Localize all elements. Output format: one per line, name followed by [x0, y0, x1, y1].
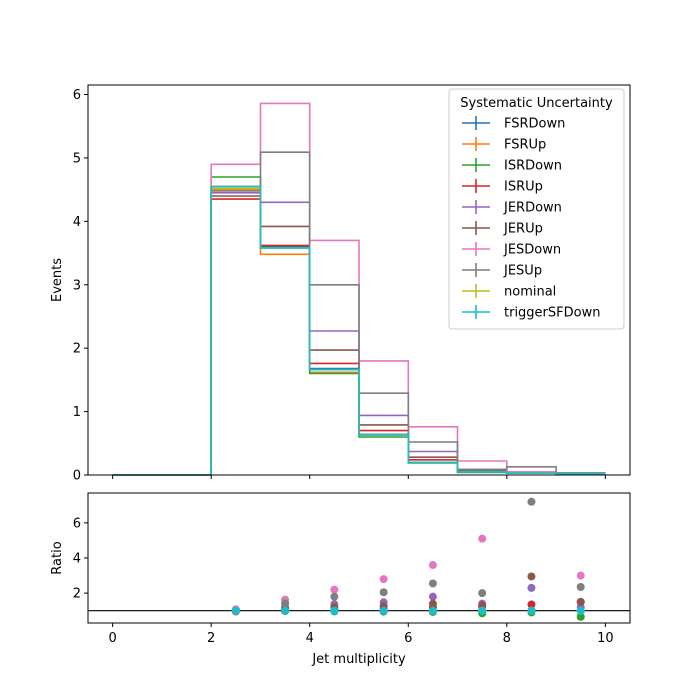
ratio-panel: 2 4 6 0 2 4 6 8 10 Ratio Jet multiplicity	[50, 492, 631, 667]
legend-box	[448, 88, 625, 330]
ratio-point-JERUp	[428, 599, 437, 608]
ratio-point-JESUp	[527, 497, 536, 506]
legend: Systematic Uncertainty FSRDown FSRUp ISRDo…	[448, 88, 625, 330]
legend-item-FSRDown: FSRDown	[462, 116, 565, 132]
ratio-point-triggerSFDown	[231, 606, 240, 615]
ratio-point-triggerSFDown	[527, 606, 536, 615]
ratio-y-tick-label: 4	[73, 552, 81, 567]
legend-item-FSRUp: FSRUp	[462, 137, 546, 153]
legend-item-ISRUp: ISRUp	[462, 179, 543, 195]
ratio-point-JESUp	[428, 579, 437, 588]
ratio-y-tick-label: 2	[73, 587, 81, 602]
legend-item-ISRDown: ISRDown	[462, 158, 562, 174]
ratio-point-ISRUp	[527, 600, 536, 609]
ratio-point-triggerSFDown	[478, 606, 487, 615]
ratio-point-triggerSFDown	[379, 606, 388, 615]
histogram-line-triggerSFDown	[112, 185, 606, 476]
legend-label: JERDown	[503, 201, 562, 216]
histogram-panel: 0 1 2 3 4 5 6 Events Systematic Uncertainty FS…	[50, 84, 631, 484]
ratio-x-tick-label: 4	[306, 631, 314, 646]
ratio-point-ISRDown	[576, 612, 585, 621]
ratio-point-triggerSFDown	[428, 606, 437, 615]
legend-item-JESUp: JESUp	[462, 263, 542, 279]
legend-items: FSRDown FSRUp ISRDown ISRUp JERDown JERUp JESD…	[462, 116, 600, 321]
x-axis-label: Jet multiplicity	[311, 652, 406, 667]
ratio-point-JESUp	[281, 599, 290, 608]
ratio-point-JESDown	[330, 585, 339, 594]
ratio-point-JESDown	[478, 534, 487, 543]
ratio-point-triggerSFDown	[330, 606, 339, 615]
legend-item-JERUp: JERUp	[462, 221, 543, 237]
ratio-y-tick-label: 6	[73, 516, 81, 531]
ratio-x-tick-label: 10	[597, 631, 614, 646]
legend-label: ISRDown	[504, 159, 562, 174]
legend-label: JESUp	[503, 264, 542, 279]
ratio-y-ticks: 2 4 6	[73, 516, 88, 602]
histogram-y-tick-label: 2	[73, 342, 81, 357]
histogram-series-group	[112, 102, 606, 476]
ratio-point-JESDown	[428, 561, 437, 570]
legend-label: nominal	[504, 285, 556, 300]
histogram-y-ticks: 0 1 2 3 4 5 6	[73, 88, 88, 484]
ratio-y-axis-label: Ratio	[50, 541, 65, 574]
ratio-point-JESUp	[379, 588, 388, 597]
ratio-x-tick-label: 0	[108, 631, 116, 646]
legend-item-triggerSFDown: triggerSFDown	[462, 305, 600, 321]
ratio-point-triggerSFDown	[281, 606, 290, 615]
legend-label: ISRUp	[504, 180, 543, 195]
histogram-x-ticks	[112, 475, 606, 479]
ratio-point-JESUp	[478, 589, 487, 598]
legend-label: triggerSFDown	[504, 306, 600, 321]
histogram-y-tick-label: 1	[73, 405, 81, 420]
histogram-y-tick-label: 5	[73, 151, 81, 166]
legend-label: FSRUp	[504, 138, 546, 153]
histogram-y-tick-label: 0	[73, 469, 81, 484]
ratio-point-JESUp	[330, 592, 339, 601]
histogram-y-tick-label: 4	[73, 215, 81, 230]
histogram-y-axis-label: Events	[50, 258, 65, 302]
histogram-y-tick-label: 3	[73, 278, 81, 293]
histogram-axes-frame	[87, 84, 631, 476]
legend-title: Systematic Uncertainty	[460, 96, 613, 111]
legend-item-JESDown: JESDown	[462, 242, 561, 258]
ratio-point-JERDown	[428, 592, 437, 601]
ratio-point-JESDown	[379, 575, 388, 584]
ratio-points-group	[231, 497, 585, 621]
legend-label: JERUp	[503, 222, 543, 237]
legend-item-nominal: nominal	[462, 284, 556, 300]
legend-item-JERDown: JERDown	[462, 200, 562, 216]
legend-label: FSRDown	[504, 117, 565, 132]
histogram-y-tick-label: 6	[73, 88, 81, 103]
ratio-x-tick-label: 8	[503, 631, 511, 646]
ratio-point-JERDown	[527, 583, 536, 592]
ratio-point-JERUp	[527, 572, 536, 581]
legend-label: JESDown	[503, 243, 561, 258]
ratio-x-tick-label: 2	[207, 631, 215, 646]
ratio-x-tick-label: 6	[404, 631, 412, 646]
ratio-x-ticks: 0 2 4 6 8 10	[108, 623, 614, 646]
ratio-point-JESDown	[576, 571, 585, 580]
ratio-point-JERUp	[576, 597, 585, 606]
ratio-point-triggerSFDown	[576, 606, 585, 615]
ratio-point-JESUp	[576, 582, 585, 591]
